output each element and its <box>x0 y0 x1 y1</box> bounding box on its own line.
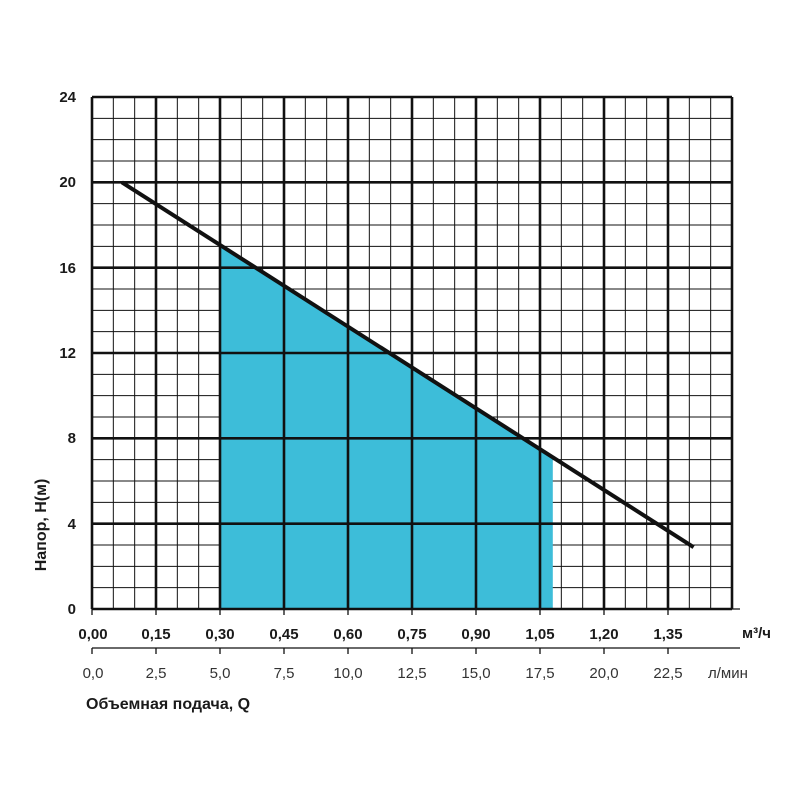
working-range-area <box>220 244 553 610</box>
x-tick-label-lmin: 10,0 <box>333 665 362 682</box>
y-tick-label: 24 <box>59 89 76 106</box>
major-grid <box>90 95 734 611</box>
y-tick-label: 8 <box>68 430 76 447</box>
x-tick-label-m3h: 1,20 <box>589 626 618 643</box>
x-tick-label-m3h: 0,90 <box>461 626 490 643</box>
x-tick-label-lmin: 20,0 <box>589 665 618 682</box>
x-tick-label-lmin: 22,5 <box>653 665 682 682</box>
x-tick-label-lmin: 2,5 <box>146 665 167 682</box>
x-tick-label-lmin: 15,0 <box>461 665 490 682</box>
x-unit-lmin: л/мин <box>708 665 748 682</box>
x-tick-label-lmin: 5,0 <box>210 665 231 682</box>
x-tick-label-m3h: 0,45 <box>269 626 298 643</box>
x-unit-m3h: м³/ч <box>742 625 771 642</box>
y-tick-label: 0 <box>68 601 76 618</box>
y-tick-label: 20 <box>59 174 76 191</box>
x-tick-label-m3h: 1,05 <box>525 626 554 643</box>
x-axis-tick-marks <box>91 609 669 654</box>
x-tick-label-m3h: 0,75 <box>397 626 426 643</box>
y-tick-label: 12 <box>59 345 76 362</box>
y-tick-label: 16 <box>59 260 76 277</box>
y-tick-label: 4 <box>68 516 77 533</box>
x-axis-title: Объемная подача, Q <box>86 696 250 713</box>
head-flow-curve <box>120 180 695 549</box>
x-tick-label-m3h: 0,60 <box>333 626 362 643</box>
x-tick-label-lmin: 17,5 <box>525 665 554 682</box>
x-tick-label-m3h: 0,30 <box>205 626 234 643</box>
x-tick-label-lmin: 7,5 <box>274 665 295 682</box>
x-tick-label-lmin: 0,0 <box>83 665 104 682</box>
y-axis-title: Напор, H(м) <box>33 479 50 572</box>
x-tick-label-m3h: 0,00 <box>78 626 107 643</box>
x-tick-label-m3h: 0,15 <box>141 626 170 643</box>
x-tick-label-m3h: 1,35 <box>653 626 682 643</box>
x-tick-label-lmin: 12,5 <box>397 665 426 682</box>
